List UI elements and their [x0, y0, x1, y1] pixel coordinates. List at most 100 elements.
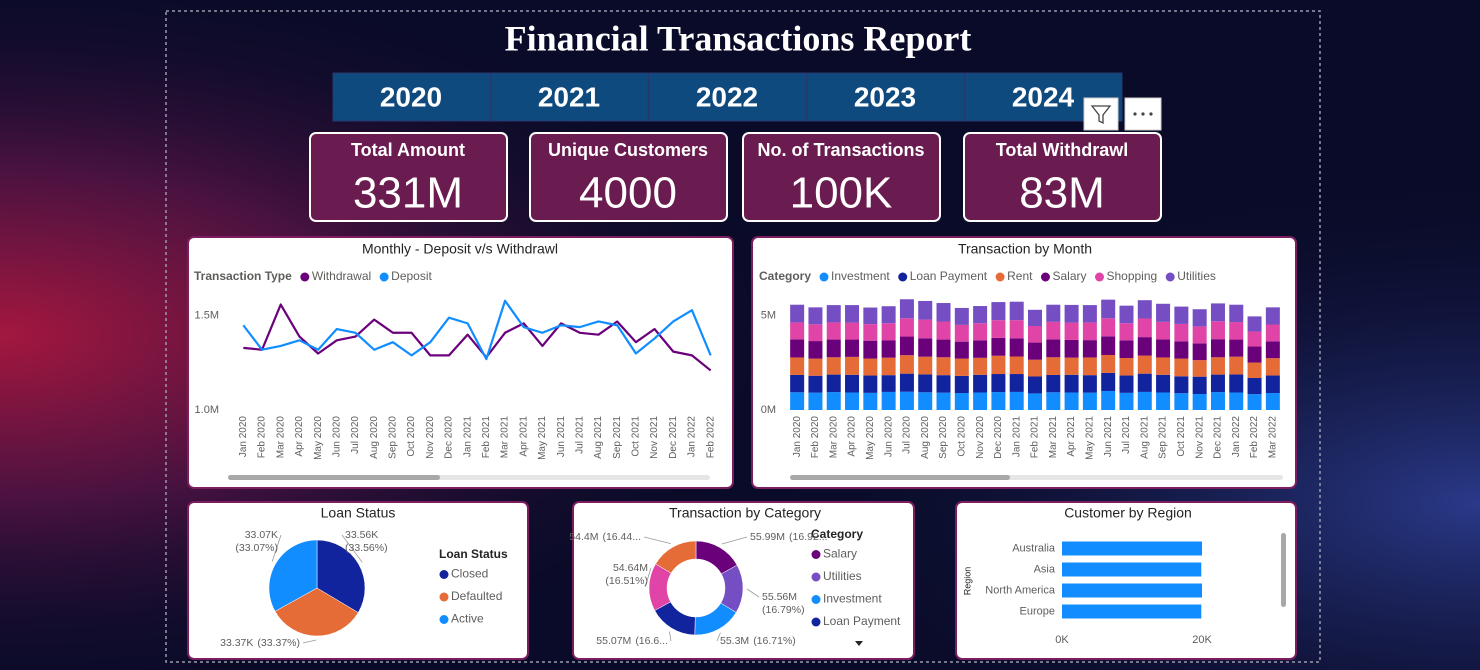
legend-title: Category: [759, 269, 811, 283]
legend-label[interactable]: Loan Payment: [823, 614, 901, 628]
legend-label[interactable]: Defaulted: [451, 589, 502, 603]
chart-panel: [572, 501, 915, 660]
more-options[interactable]: [1124, 97, 1162, 131]
x-tick-label: Nov 2020: [425, 416, 436, 459]
legend-label[interactable]: Withdrawal: [312, 269, 371, 283]
bar-segment: [1174, 358, 1189, 377]
bar-segment: [1265, 358, 1280, 376]
scrollbar[interactable]: [228, 475, 440, 480]
bar-segment: [1247, 316, 1262, 332]
x-tick-label: Apr 2020: [294, 416, 305, 457]
bar-segment: [881, 375, 896, 392]
data-label-percent: (16.92...: [789, 531, 828, 543]
year-button-box[interactable]: [806, 72, 965, 122]
data-label: 33.56K (33.56%): [345, 529, 388, 554]
bar-segment: [936, 321, 951, 340]
legend-label[interactable]: Utilities: [823, 569, 862, 583]
data-label-value: 54.4M: [569, 531, 598, 543]
bar: [1062, 583, 1202, 598]
x-tick-label: May 2021: [537, 416, 548, 460]
data-label: 33.07K (33.07%): [235, 529, 278, 554]
data-label-value: 33.37K: [220, 637, 253, 649]
data-label: 54.64M (16.51%): [605, 562, 648, 587]
legend-label[interactable]: Rent: [1007, 269, 1033, 283]
bar-segment: [1046, 374, 1061, 393]
bar-segment: [1210, 321, 1225, 340]
bar-segment: [1156, 321, 1171, 340]
axis-title: Region: [962, 567, 972, 596]
bar-segment: [1174, 376, 1189, 394]
data-label-value: 33.07K: [245, 529, 278, 541]
bar-segment: [845, 305, 860, 323]
bar-segment: [1101, 372, 1116, 391]
year-button-box[interactable]: [332, 72, 491, 122]
scrollbar[interactable]: [1281, 533, 1286, 607]
x-tick-label: Jun 2020: [883, 416, 894, 458]
legend-label[interactable]: Investment: [823, 592, 882, 606]
leader-line: [271, 534, 282, 562]
legend-label[interactable]: Utilities: [1177, 269, 1216, 283]
kpi-value: 331M: [353, 169, 463, 218]
x-tick-label: Mar 2020: [275, 416, 286, 459]
x-tick-label: Jul 2021: [1121, 416, 1132, 454]
x-tick-label: Aug 2021: [593, 416, 604, 459]
x-tick-label: Jan 2022: [1231, 416, 1242, 458]
filter-button-box[interactable]: [1083, 97, 1119, 131]
bar-segment: [1156, 392, 1171, 410]
pie-slice: [655, 540, 697, 574]
year-button[interactable]: 2021: [490, 72, 649, 122]
bar-segment: [899, 318, 914, 337]
x-tick-label: Nov 2021: [1194, 416, 1205, 459]
year-button[interactable]: 2022: [648, 72, 807, 122]
bar-segment: [1082, 392, 1097, 410]
legend-label[interactable]: Active: [451, 612, 484, 626]
legend-label[interactable]: Salary: [823, 547, 857, 561]
bar-segment: [918, 356, 933, 375]
filter-button[interactable]: [1083, 97, 1119, 131]
scrollbar[interactable]: [790, 475, 1010, 480]
bar-segment: [845, 356, 860, 375]
bar-segment: [1064, 374, 1079, 393]
data-label-value: 33.56K: [345, 529, 378, 541]
chart-title: Loan Status: [321, 505, 396, 521]
data-label-percent: (16.71%): [753, 635, 796, 647]
bar-segment: [1064, 322, 1079, 340]
year-button[interactable]: 2020: [332, 72, 491, 122]
x-tick-label: Nov 2021: [649, 416, 660, 459]
bar-segment: [899, 373, 914, 392]
x-tick-label: Feb 2020: [810, 416, 821, 459]
bar-segment: [1210, 374, 1225, 393]
year-button-box[interactable]: [648, 72, 807, 122]
year-label: 2020: [380, 81, 442, 112]
data-label: 54.4M (16.44...: [569, 531, 641, 543]
legend-marker: [1040, 272, 1050, 282]
bar-segment: [1265, 375, 1280, 394]
legend-label[interactable]: Investment: [831, 269, 890, 283]
bar-segment: [991, 392, 1006, 410]
legend-title: Transaction Type: [194, 269, 292, 283]
x-tick-label: Oct 2021: [1176, 416, 1187, 457]
bar-segment: [973, 306, 988, 324]
year-button[interactable]: 2023: [806, 72, 965, 122]
bar-segment: [1009, 301, 1024, 321]
y-tick-label: 5M: [761, 310, 776, 322]
legend-label[interactable]: Shopping: [1106, 269, 1157, 283]
year-button-box[interactable]: [490, 72, 649, 122]
x-tick-label: Dec 2021: [1213, 416, 1224, 459]
legend-label[interactable]: Closed: [451, 567, 488, 581]
legend-label[interactable]: Deposit: [391, 269, 432, 283]
bar-segment: [1229, 339, 1244, 357]
bar-segment: [1009, 374, 1024, 392]
legend-marker: [300, 272, 310, 282]
chart-panel: [187, 236, 734, 489]
bar-segment: [826, 374, 841, 393]
bar-segment: [954, 375, 969, 394]
bar-segment: [881, 306, 896, 324]
legend-label[interactable]: Salary: [1052, 269, 1086, 283]
bar-segment: [1174, 393, 1189, 410]
legend-more-arrow[interactable]: [855, 641, 863, 646]
x-tick-label: Nov 2020: [975, 416, 986, 459]
bar-segment: [991, 374, 1006, 393]
bar-segment: [826, 392, 841, 410]
legend-label[interactable]: Loan Payment: [910, 269, 988, 283]
